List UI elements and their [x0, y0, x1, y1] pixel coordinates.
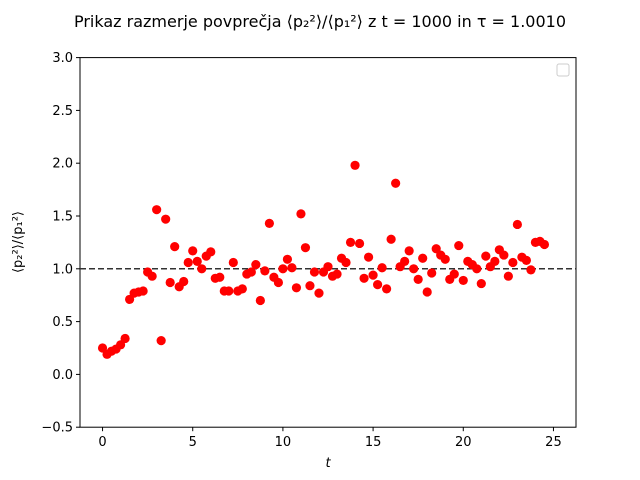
data-point [472, 264, 482, 274]
data-point [224, 286, 234, 296]
data-point [237, 284, 247, 294]
data-point [215, 272, 225, 282]
x-axis: 0 5 10 15 20 25 [98, 427, 562, 450]
data-point [296, 209, 306, 219]
y-tick-label: 1.5 [52, 210, 73, 225]
data-point [246, 267, 256, 277]
x-tick-label: 25 [545, 435, 562, 450]
data-point [409, 264, 419, 274]
data-point [490, 256, 500, 267]
data-point [476, 278, 486, 289]
data-point [300, 243, 311, 253]
x-tick-label: 15 [365, 435, 382, 450]
x-tick-label: 10 [275, 435, 292, 450]
y-axis-label: ⟨p₂²⟩/⟨p₁²⟩ [11, 211, 26, 273]
data-point [431, 244, 441, 254]
data-point [147, 271, 157, 281]
data-point [449, 269, 459, 279]
data-point [152, 205, 162, 215]
data-point [481, 251, 491, 261]
data-point [97, 343, 108, 353]
y-tick-label: 2.5 [52, 104, 73, 119]
data-point [499, 250, 509, 260]
data-point [309, 267, 320, 277]
data-point [386, 234, 396, 244]
legend [556, 63, 570, 77]
y-axis: −0.5 0.0 0.5 1.0 1.5 2.0 2.5 3.0 [41, 51, 80, 436]
data-point [255, 295, 265, 306]
data-point [161, 214, 171, 224]
data-point [373, 280, 383, 290]
data-point [228, 257, 238, 268]
data-point [251, 259, 261, 270]
data-point [273, 277, 283, 288]
data-point [120, 333, 130, 344]
data-point [508, 257, 518, 268]
data-point [345, 237, 356, 247]
data-point [125, 294, 135, 305]
data-point [418, 253, 428, 263]
data-point [539, 239, 550, 250]
data-point [314, 288, 324, 298]
y-tick-label: −0.5 [41, 421, 73, 436]
data-point [165, 277, 175, 288]
data-point [206, 247, 216, 257]
y-tick-label: 3.0 [52, 51, 73, 66]
data-point [192, 256, 202, 267]
legend-box [556, 63, 570, 77]
data-points [97, 160, 550, 359]
data-point [183, 257, 193, 268]
data-point [458, 275, 468, 286]
chart-title: Prikaz razmerje povprečja ⟨p₂²⟩/⟨p₁²⟩ z … [74, 12, 566, 31]
data-point [138, 286, 148, 296]
data-point [115, 340, 126, 350]
data-point [382, 284, 392, 294]
data-point [413, 274, 423, 284]
data-point [156, 336, 166, 346]
data-point [363, 252, 374, 262]
data-point [350, 160, 360, 170]
data-point [354, 238, 365, 249]
data-point [332, 269, 342, 279]
data-point [291, 283, 302, 293]
x-tick-label: 0 [98, 435, 106, 450]
data-point [454, 240, 464, 251]
axes-frame [79, 57, 577, 428]
data-point [422, 287, 432, 297]
data-point [282, 254, 293, 264]
data-point [521, 255, 532, 265]
data-point [391, 178, 401, 188]
x-axis-label: t [325, 456, 331, 471]
plot-area [79, 57, 577, 428]
data-point [440, 254, 450, 264]
data-point [512, 219, 522, 230]
data-point [368, 270, 378, 280]
x-tick-label: 5 [189, 435, 197, 450]
data-point [287, 263, 297, 273]
data-point [170, 242, 180, 252]
data-point [305, 281, 315, 291]
data-point [179, 276, 189, 287]
data-point [323, 262, 333, 272]
y-tick-label: 0.5 [52, 315, 73, 330]
data-point [197, 264, 207, 274]
data-point [359, 273, 369, 283]
data-point [278, 264, 288, 274]
data-point [377, 263, 387, 273]
data-point [341, 257, 351, 268]
y-tick-label: 1.0 [52, 262, 73, 277]
y-tick-label: 0.0 [52, 368, 73, 383]
data-point [503, 271, 513, 281]
data-point [404, 246, 414, 256]
y-tick-label: 2.0 [52, 157, 73, 172]
data-point [260, 266, 270, 276]
data-point [264, 218, 274, 228]
data-point [526, 265, 536, 275]
data-point [188, 246, 198, 256]
x-tick-label: 20 [455, 435, 472, 450]
data-point [400, 256, 410, 267]
data-point [427, 268, 437, 278]
